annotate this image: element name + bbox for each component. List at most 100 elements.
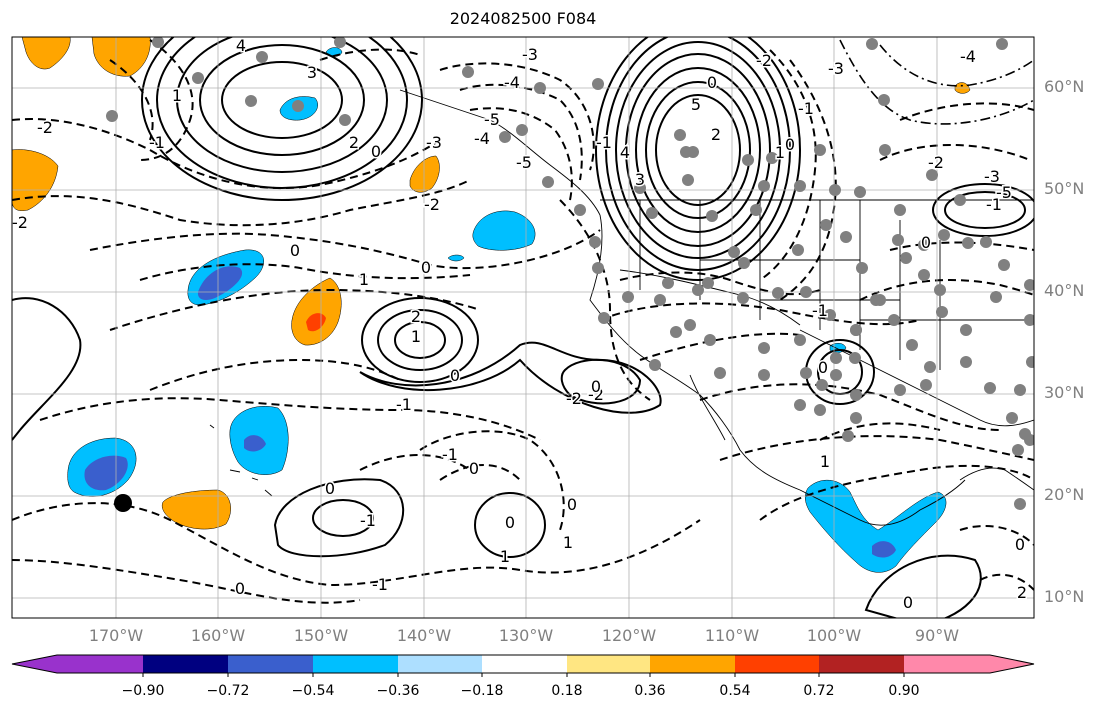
station-marker [934,284,946,296]
station-marker [516,124,528,136]
colorbar-swatch [819,655,904,673]
station-marker [824,309,836,321]
longitude-label: 150°W [293,626,349,645]
station-markers [106,37,1034,510]
station-marker [820,219,832,231]
station-marker [962,237,974,249]
station-marker [674,129,686,141]
station-marker [816,379,828,391]
station-marker [888,314,900,326]
station-marker [814,404,826,416]
contour-label: -2 [37,118,53,137]
station-marker [918,269,930,281]
station-marker [192,72,204,84]
contour-label: -4 [960,47,976,66]
station-marker [842,430,854,442]
station-marker [954,194,966,206]
figure-title: 2024082500 F084 [449,9,597,28]
contour-label: -2 [424,195,440,214]
shade-blue [447,254,465,262]
contour-label: 1 [172,86,182,105]
contour-label: 0 [505,513,515,532]
station-marker [534,82,546,94]
station-marker [900,252,912,264]
colorbar-tick-label: −0.90 [121,683,165,699]
station-marker [646,207,658,219]
contour-label: -1 [812,301,828,320]
contour-label: -4 [504,73,520,92]
station-marker [918,239,930,251]
contour-label: 1 [775,143,785,162]
longitude-label: 90°W [914,626,960,645]
contour-label: 2 [711,125,721,144]
latitude-label: 20°N [1044,485,1085,504]
contour-label: 0 [290,241,300,260]
contour-label: -1 [986,195,1002,214]
shade-orange [21,37,71,70]
contour-label: 0 [371,142,381,161]
contour-label: -3 [984,167,1000,186]
storm-position-marker [114,494,132,512]
station-marker [850,389,862,401]
station-marker [256,51,268,63]
station-marker [772,287,784,299]
colorbar-tick-label: −0.72 [206,683,250,699]
station-marker [879,144,891,156]
colorbar-swatch [735,655,819,673]
colorbar-swatch [482,655,567,673]
station-marker [682,174,694,186]
contour-label: 3 [635,170,645,189]
station-marker [758,180,770,192]
colorbar-swatch [143,655,228,673]
station-marker [766,152,778,164]
station-marker [998,259,1010,271]
station-marker [598,312,610,324]
contour-label: 0 [450,366,460,385]
contour-label: 0 [785,135,795,154]
latitude-label: 40°N [1044,281,1085,300]
contour-label: 0 [1015,535,1025,554]
colorbar-swatch [650,655,735,673]
colorbar-swatch [228,655,313,673]
station-marker [738,257,750,269]
contour-label: 5 [691,95,701,114]
station-marker [687,146,699,158]
contour-label: 1 [411,327,421,346]
colorbar [11,654,1035,677]
colorbar-tick-label: 0.18 [551,683,583,699]
contour-label: 0 [707,73,717,92]
shade-orange [161,489,231,530]
shade-orange [291,277,342,346]
shade-orange [409,155,440,193]
station-marker [926,169,938,181]
longitude-label: 130°W [498,626,554,645]
shade-darkblue [84,455,128,491]
longitude-label: 140°W [396,626,452,645]
positive-contours [12,37,1034,618]
longitude-label: 160°W [190,626,246,645]
station-marker [792,244,804,256]
station-marker [758,369,770,381]
station-marker [542,176,554,188]
station-marker [960,324,972,336]
contour-label: -3 [522,45,538,64]
contour-label: -1 [372,575,388,594]
station-marker [1026,356,1034,368]
contour-label: -1 [149,133,165,152]
station-marker [714,367,726,379]
station-marker [829,184,841,196]
contour-label: -3 [426,133,442,152]
colorbar-extend-low [12,655,143,673]
shade-darkblue [872,541,896,558]
station-marker [996,38,1008,50]
station-marker [794,399,806,411]
station-marker [850,324,862,336]
station-marker [728,246,740,258]
station-marker [794,334,806,346]
contour-label: 1 [500,547,510,566]
contour-label: -1 [442,445,458,464]
shade-blue [472,210,536,251]
station-marker [1014,498,1026,510]
